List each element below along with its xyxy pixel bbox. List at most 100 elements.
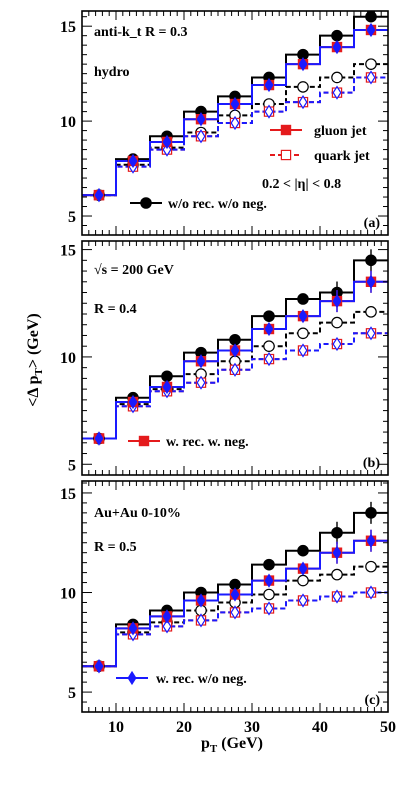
plot-area — [82, 11, 388, 203]
y-tick-label: 15 — [60, 19, 76, 36]
point-quark-open-diamond — [366, 585, 376, 600]
panel-annotation: hydro — [94, 65, 130, 80]
point-gluon-filled-circle — [263, 310, 275, 322]
point-quark-open-circle — [331, 568, 343, 581]
point-gluon-filled-diamond — [298, 309, 308, 324]
point-quark-open-diamond — [230, 605, 240, 620]
chart-panels: 5 10 15 (a) anti-k_t R = 0.3 hydro 0.2 < |η| <… — [60, 10, 396, 736]
x-tick-label: 50 — [380, 719, 396, 736]
x-tick-label: 10 — [108, 719, 124, 736]
point-gluon-filled-diamond — [366, 22, 376, 38]
point-gluon-filled-diamond — [366, 274, 376, 289]
y-axis-label-unit: > (GeV) — [25, 313, 42, 368]
y-tick-label: 10 — [60, 586, 76, 603]
y-tick-label: 5 — [68, 209, 76, 226]
point-gluon-filled-diamond — [128, 394, 138, 410]
panel-annotation: R = 0.4 — [94, 302, 137, 317]
x-axis-label: pT (GeV) — [201, 735, 263, 755]
point-gluon-filled-circle — [331, 526, 343, 539]
point-gluon-filled-circle — [365, 254, 377, 267]
point-gluon-filled-diamond — [264, 573, 274, 588]
y-axis-label-sub: T — [33, 368, 45, 376]
y-axis-label-main: <Δ p — [25, 375, 42, 406]
x-tick-label: 40 — [312, 719, 328, 736]
point-gluon-filled-diamond — [196, 112, 206, 127]
panel-annotation: 0.2 < |η| < 0.8 — [262, 177, 341, 192]
point-quark-open-diamond — [298, 593, 308, 608]
point-gluon-filled-diamond — [128, 621, 138, 636]
point-quark-open-diamond — [332, 336, 342, 352]
series-quark-open-diamond-line — [82, 591, 388, 668]
y-axis-label: <Δ pT> (GeV) — [25, 313, 45, 406]
y-tick-label: 10 — [60, 114, 76, 131]
point-quark-open-circle — [331, 316, 343, 329]
point-quark-open-circle — [331, 71, 343, 84]
point-gluon-filled-diamond — [230, 587, 240, 602]
point-gluon-filled-circle — [331, 29, 343, 42]
point-gluon-filled-circle — [365, 507, 377, 519]
marker-legend-text: w/o rec. w/o neg. — [168, 197, 267, 212]
panel-label: (a) — [364, 216, 381, 231]
panel-frame — [81, 10, 389, 236]
panel-annotation: √s = 200 GeV — [94, 263, 174, 278]
point-quark-open-circle — [365, 58, 377, 70]
point-gluon-filled-diamond — [298, 561, 308, 576]
point-gluon-filled-diamond — [264, 77, 274, 93]
point-quark-open-circle — [365, 560, 377, 573]
panel-3: 5 10 15 (c) Au+Au 0-10% R = 0.5 w. rec. w/o ne… — [60, 480, 389, 713]
marker-legend-symbol — [138, 435, 150, 447]
gluon-legend-symbol — [280, 124, 292, 136]
point-gluon-filled-diamond — [196, 593, 206, 608]
marker-legend-text: w. rec. w/o neg. — [156, 672, 247, 687]
point-quark-open-circle — [297, 574, 309, 587]
point-quark-open-circle — [263, 588, 275, 601]
panel-frame — [81, 240, 389, 476]
panel-frame — [81, 480, 389, 713]
point-gluon-filled-diamond — [332, 39, 342, 55]
quark-legend-text: quark jet — [314, 149, 370, 164]
point-quark-open-diamond — [162, 619, 172, 634]
point-gluon-filled-diamond — [264, 321, 274, 337]
x-tick-label: 30 — [244, 719, 260, 736]
point-quark-open-diamond — [230, 362, 240, 377]
panel-annotation: R = 0.5 — [94, 540, 137, 555]
point-gluon-filled-diamond — [230, 96, 240, 112]
point-quark-open-diamond — [230, 115, 240, 131]
y-tick-label: 10 — [60, 350, 76, 367]
point-quark-open-diamond — [332, 85, 342, 100]
point-quark-open-diamond — [298, 343, 308, 358]
point-gluon-filled-diamond — [128, 153, 138, 169]
point-quark-open-circle — [297, 81, 309, 93]
point-gluon-filled-diamond — [196, 354, 206, 369]
y-tick-label: 5 — [68, 685, 76, 702]
y-tick-label: 15 — [60, 486, 76, 503]
x-axis-label-main: p — [201, 735, 210, 752]
x-tick-label: 20 — [176, 719, 192, 736]
panel-2: 5 10 15 (b) √s = 200 GeV R = 0.4 w. rec. w. ne… — [60, 240, 389, 476]
plot-area — [82, 501, 388, 674]
point-quark-open-diamond — [264, 351, 274, 367]
point-gluon-filled-diamond — [162, 134, 172, 150]
point-gluon-filled-diamond — [332, 293, 342, 309]
point-gluon-filled-diamond — [94, 431, 104, 446]
marker-legend-symbol — [140, 197, 152, 209]
x-axis-label-unit: (GeV) — [217, 735, 263, 752]
panel-1: 5 10 15 (a) anti-k_t R = 0.3 hydro 0.2 < |η| <… — [60, 10, 389, 236]
panel-annotation: anti-k_t R = 0.3 — [94, 25, 188, 40]
point-quark-open-circle — [297, 327, 309, 340]
color-legend: gluon jet quark jet — [270, 124, 370, 164]
gluon-legend-text: gluon jet — [314, 124, 367, 139]
point-gluon-filled-circle — [263, 558, 275, 571]
series-quark-open-diamond-line — [82, 332, 388, 440]
point-quark-open-diamond — [332, 589, 342, 604]
point-quark-open-diamond — [366, 70, 376, 85]
point-gluon-filled-diamond — [366, 533, 376, 548]
point-gluon-filled-diamond — [230, 343, 240, 358]
y-tick-label: 5 — [68, 457, 76, 474]
panel-label: (c) — [364, 693, 380, 708]
point-gluon-filled-diamond — [94, 188, 104, 203]
point-quark-open-diamond — [196, 613, 206, 628]
panel-annotation: Au+Au 0-10% — [94, 506, 181, 521]
point-quark-open-diamond — [196, 375, 206, 390]
